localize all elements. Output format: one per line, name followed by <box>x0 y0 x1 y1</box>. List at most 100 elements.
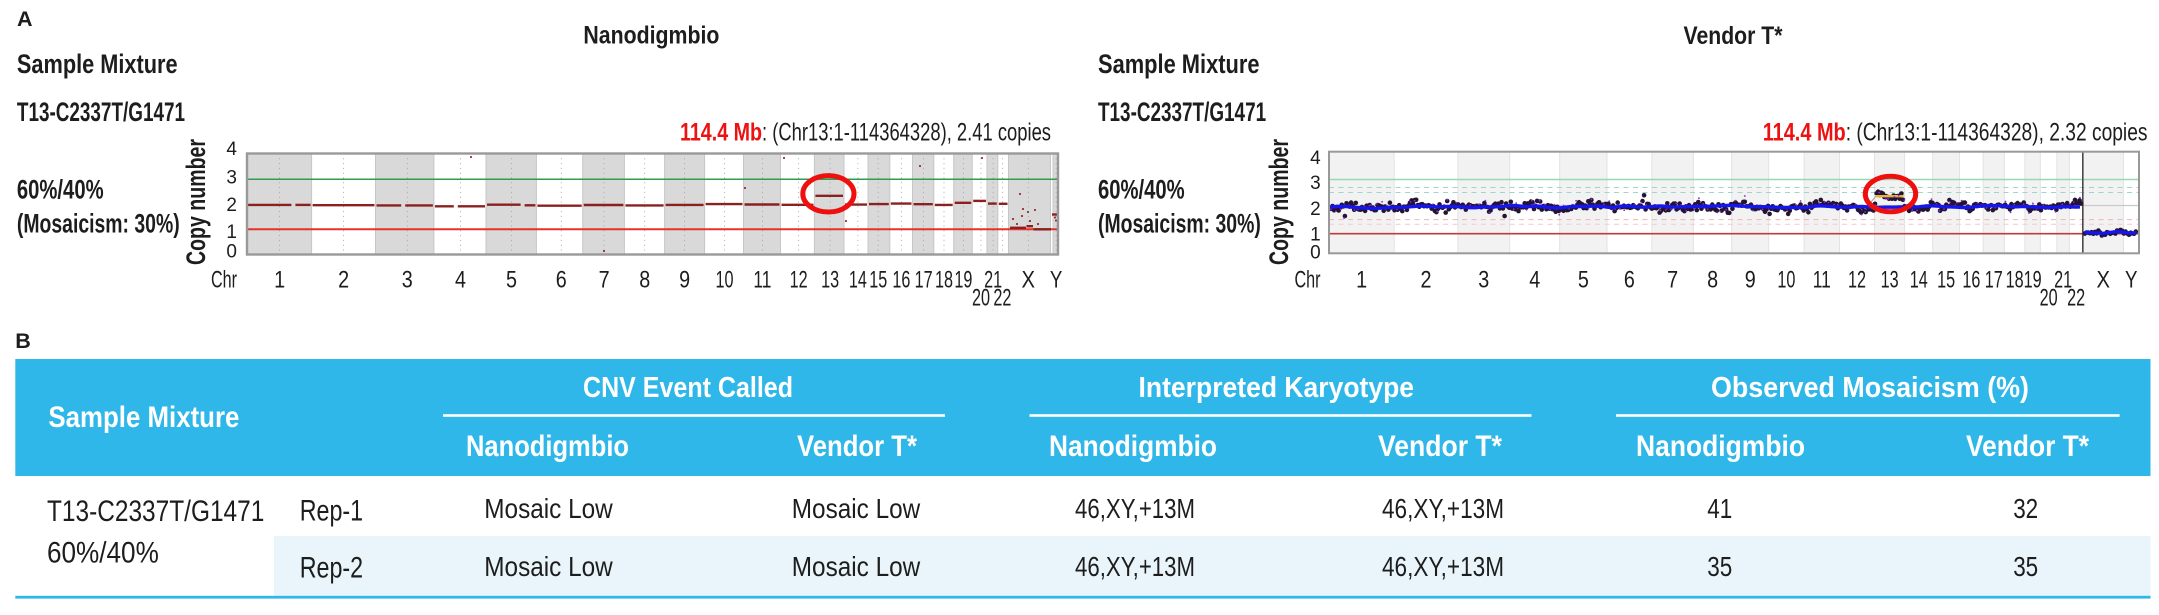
svg-text:A: A <box>17 7 33 31</box>
svg-text:4: 4 <box>226 139 237 160</box>
svg-text:16: 16 <box>1962 267 1980 294</box>
svg-text:46,XY,+13M: 46,XY,+13M <box>1382 493 1504 524</box>
svg-text:7: 7 <box>1667 267 1678 294</box>
svg-text:1: 1 <box>226 222 237 243</box>
svg-text:9: 9 <box>1745 267 1756 294</box>
svg-text:6: 6 <box>1624 267 1635 294</box>
svg-text:4: 4 <box>455 267 466 294</box>
svg-text:18: 18 <box>2006 267 2024 294</box>
svg-text:Copy number: Copy number <box>181 139 211 265</box>
svg-text:T13-C2337T/G1471: T13-C2337T/G1471 <box>17 97 185 127</box>
svg-text:16: 16 <box>892 267 910 294</box>
svg-text:Sample Mixture: Sample Mixture <box>17 49 178 79</box>
svg-text:: (Chr13:1-114364328), 2.41 co: : (Chr13:1-114364328), 2.41 copies <box>762 119 1051 147</box>
svg-text:Interpreted Karyotype: Interpreted Karyotype <box>1139 372 1415 404</box>
svg-text:5: 5 <box>506 267 517 294</box>
svg-text:35: 35 <box>2013 551 2038 582</box>
svg-text:8: 8 <box>639 267 650 294</box>
svg-text:6: 6 <box>556 267 567 294</box>
svg-text:CNV Event Called: CNV Event Called <box>583 372 793 404</box>
svg-text:17: 17 <box>915 267 933 294</box>
svg-text:Mosaic Low: Mosaic Low <box>484 551 613 582</box>
svg-text:0: 0 <box>226 242 237 263</box>
svg-text:7: 7 <box>599 267 610 294</box>
svg-text:11: 11 <box>753 267 771 294</box>
svg-text:Mosaic Low: Mosaic Low <box>484 493 613 524</box>
svg-text:10: 10 <box>1777 267 1795 294</box>
svg-text:Observed Mosaicism (%): Observed Mosaicism (%) <box>1711 372 2029 404</box>
svg-text:46,XY,+13M: 46,XY,+13M <box>1075 493 1195 524</box>
svg-text:: (Chr13:1-114364328), 2.32 co: : (Chr13:1-114364328), 2.32 copies <box>1846 119 2148 147</box>
svg-text:Sample Mixture: Sample Mixture <box>48 401 239 434</box>
svg-text:19: 19 <box>2024 267 2042 294</box>
svg-text:11: 11 <box>1813 267 1831 294</box>
svg-text:B: B <box>15 329 31 353</box>
svg-text:Vendor T*: Vendor T* <box>1378 430 1502 463</box>
svg-text:Copy number: Copy number <box>1264 139 1294 265</box>
svg-text:46,XY,+13M: 46,XY,+13M <box>1075 551 1195 582</box>
svg-text:13: 13 <box>1881 267 1899 294</box>
svg-text:1: 1 <box>1356 267 1367 294</box>
svg-text:T13-C2337T/G1471: T13-C2337T/G1471 <box>47 495 264 528</box>
svg-text:12: 12 <box>1848 267 1866 294</box>
svg-text:Rep-2: Rep-2 <box>300 552 363 585</box>
svg-text:Nanodigmbio: Nanodigmbio <box>1636 430 1805 463</box>
svg-text:Vendor T*: Vendor T* <box>797 430 917 463</box>
svg-text:35: 35 <box>1707 551 1732 582</box>
svg-text:1: 1 <box>274 267 285 294</box>
svg-text:Y: Y <box>2125 267 2138 294</box>
svg-text:Nanodigmbio: Nanodigmbio <box>1049 430 1217 463</box>
svg-text:3: 3 <box>1310 173 1321 194</box>
svg-text:2: 2 <box>1310 199 1321 220</box>
svg-text:14: 14 <box>849 267 867 294</box>
svg-text:Rep-1: Rep-1 <box>300 494 363 527</box>
svg-text:46,XY,+13M: 46,XY,+13M <box>1382 551 1504 582</box>
svg-text:3: 3 <box>1478 267 1489 294</box>
svg-text:32: 32 <box>2013 493 2038 524</box>
svg-text:21: 21 <box>984 267 1002 294</box>
svg-text:Y: Y <box>1050 267 1063 294</box>
svg-text:Mosaic Low: Mosaic Low <box>792 551 921 582</box>
svg-text:3: 3 <box>226 168 237 189</box>
svg-text:19: 19 <box>954 267 972 294</box>
svg-text:Nanodigmbio: Nanodigmbio <box>466 430 629 463</box>
svg-text:14: 14 <box>1910 267 1928 294</box>
svg-text:15: 15 <box>869 267 887 294</box>
svg-text:4: 4 <box>1529 267 1540 294</box>
svg-text:9: 9 <box>679 267 690 294</box>
svg-text:Nanodigmbio: Nanodigmbio <box>583 22 719 50</box>
svg-text:Chr: Chr <box>1295 267 1321 294</box>
svg-text:3: 3 <box>402 267 413 294</box>
svg-text:20: 20 <box>972 285 990 312</box>
svg-text:5: 5 <box>1578 267 1589 294</box>
svg-text:1: 1 <box>1310 225 1321 246</box>
svg-text:21: 21 <box>2054 267 2072 294</box>
svg-text:Vendor T*: Vendor T* <box>1966 430 2089 463</box>
svg-text:T13-C2337T/G1471: T13-C2337T/G1471 <box>1098 97 1266 127</box>
svg-text:18: 18 <box>935 267 953 294</box>
svg-text:2: 2 <box>226 195 237 216</box>
svg-text:4: 4 <box>1310 148 1321 169</box>
svg-text:114.4 Mb: 114.4 Mb <box>680 119 762 147</box>
svg-text:20: 20 <box>2040 285 2058 312</box>
svg-text:60%/40%: 60%/40% <box>17 175 104 205</box>
svg-text:12: 12 <box>790 267 808 294</box>
svg-text:2: 2 <box>338 267 349 294</box>
svg-text:60%/40%: 60%/40% <box>1098 175 1185 205</box>
svg-text:Mosaic Low: Mosaic Low <box>792 493 921 524</box>
svg-text:Sample Mixture: Sample Mixture <box>1098 49 1260 79</box>
svg-text:(Mosaicism: 30%): (Mosaicism: 30%) <box>17 209 180 239</box>
svg-text:22: 22 <box>2067 285 2085 312</box>
svg-text:10: 10 <box>716 267 734 294</box>
svg-text:22: 22 <box>993 285 1011 312</box>
svg-text:114.4 Mb: 114.4 Mb <box>1763 119 1846 147</box>
svg-text:41: 41 <box>1707 493 1732 524</box>
svg-text:15: 15 <box>1937 267 1955 294</box>
svg-text:X: X <box>1022 267 1036 294</box>
svg-text:13: 13 <box>821 267 839 294</box>
svg-text:2: 2 <box>1421 267 1432 294</box>
svg-text:17: 17 <box>1985 267 2003 294</box>
svg-text:0: 0 <box>1310 243 1321 264</box>
svg-text:Chr: Chr <box>211 267 237 294</box>
svg-text:60%/40%: 60%/40% <box>47 536 159 569</box>
